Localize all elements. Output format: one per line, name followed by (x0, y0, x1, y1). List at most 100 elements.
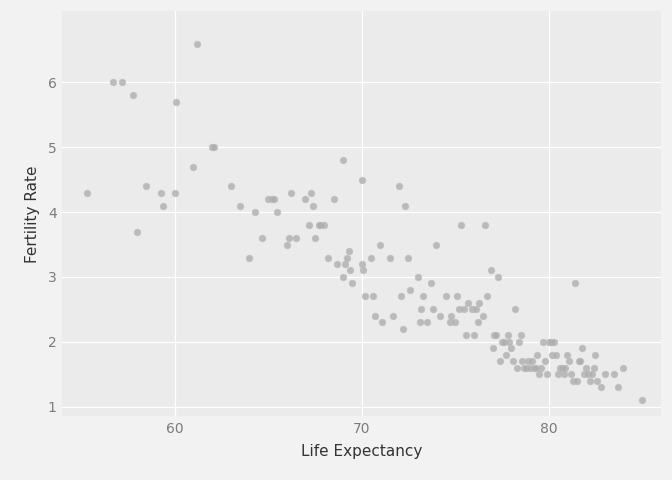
Point (575, 358, 586, 365)
Point (468, 332, 479, 339)
Point (128, 92, 139, 99)
Point (347, 280, 358, 288)
Point (249, 208, 260, 216)
Point (244, 254, 255, 262)
Point (618, 364, 629, 372)
Point (341, 254, 352, 262)
Point (540, 358, 550, 365)
Point (272, 208, 283, 216)
Point (306, 189, 317, 196)
Point (141, 182, 152, 190)
Point (554, 364, 565, 372)
Point (266, 195, 277, 203)
Point (500, 351, 511, 359)
Point (583, 371, 593, 378)
Point (394, 182, 405, 190)
Point (543, 338, 554, 346)
Point (360, 293, 371, 300)
Point (425, 280, 436, 288)
Point (343, 247, 354, 255)
Point (463, 299, 474, 307)
Point (315, 221, 326, 229)
Point (366, 254, 376, 262)
Point (169, 189, 180, 196)
Point (523, 358, 534, 365)
Point (506, 345, 517, 352)
Point (508, 358, 519, 365)
Point (454, 306, 464, 313)
Point (285, 189, 296, 196)
Point (370, 312, 380, 320)
Point (556, 364, 567, 372)
Point (304, 221, 314, 229)
Point (345, 267, 355, 275)
Point (532, 351, 543, 359)
Point (418, 293, 429, 300)
Point (413, 273, 423, 281)
Point (323, 254, 333, 262)
Point (485, 267, 496, 275)
Point (478, 312, 489, 320)
Point (585, 377, 595, 384)
Point (588, 364, 599, 372)
Point (328, 195, 339, 203)
Point (569, 280, 580, 288)
Point (558, 371, 569, 378)
Point (208, 144, 219, 151)
Point (612, 384, 623, 391)
Point (513, 338, 524, 346)
Point (577, 345, 588, 352)
Point (450, 319, 460, 326)
Point (545, 338, 556, 346)
Point (595, 384, 606, 391)
Point (81, 189, 92, 196)
Point (397, 325, 408, 333)
Point (459, 306, 470, 313)
Point (562, 351, 573, 359)
Point (257, 234, 268, 242)
Point (337, 273, 348, 281)
Point (504, 338, 515, 346)
Point (431, 240, 442, 248)
Point (310, 234, 321, 242)
Point (489, 332, 500, 339)
Point (452, 293, 462, 300)
Point (474, 299, 485, 307)
Point (158, 202, 169, 209)
Point (384, 254, 395, 262)
Point (156, 189, 167, 196)
Point (528, 364, 539, 372)
Point (375, 240, 386, 248)
Point (422, 319, 433, 326)
Point (356, 260, 367, 268)
Point (358, 267, 369, 275)
X-axis label: Life Expectancy: Life Expectancy (301, 444, 422, 459)
Point (188, 163, 199, 170)
Point (586, 371, 597, 378)
Point (547, 351, 558, 359)
Point (590, 351, 601, 359)
Point (525, 364, 536, 372)
Point (495, 358, 505, 365)
Point (637, 396, 648, 404)
Point (263, 195, 274, 203)
Point (300, 195, 311, 203)
Point (509, 306, 520, 313)
Point (108, 79, 118, 86)
Point (472, 319, 483, 326)
Point (416, 306, 427, 313)
Point (268, 195, 279, 203)
Point (339, 260, 350, 268)
Point (117, 79, 128, 86)
Point (337, 156, 348, 164)
Point (564, 358, 575, 365)
Point (482, 293, 493, 300)
Point (568, 377, 579, 384)
Point (502, 332, 513, 339)
Point (551, 351, 562, 359)
Point (499, 338, 509, 346)
Point (517, 358, 528, 365)
Point (405, 286, 415, 294)
Point (427, 306, 438, 313)
Point (566, 371, 577, 378)
